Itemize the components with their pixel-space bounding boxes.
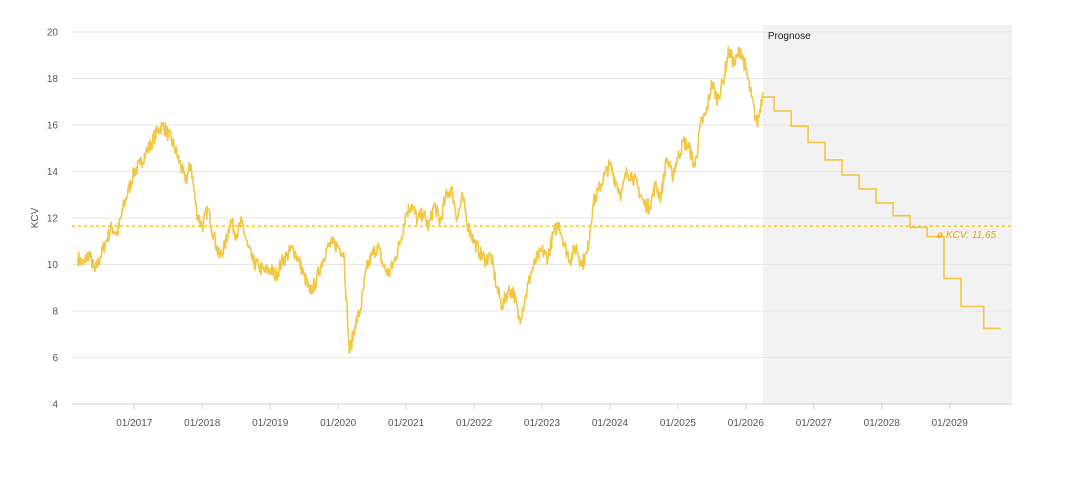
x-tick-label: 01/2029	[932, 418, 969, 429]
x-tick-label: 01/2018	[184, 418, 221, 429]
x-tick-label: 01/2021	[388, 418, 425, 429]
forecast-line	[762, 96, 1001, 330]
forecast-region	[762, 25, 1012, 404]
y-tick-label: 14	[47, 167, 59, 178]
x-tick-label: 01/2026	[728, 418, 765, 429]
y-tick-label: 6	[52, 353, 58, 364]
y-tick-label: 20	[47, 28, 59, 39]
y-axis-title: KCV	[30, 207, 41, 228]
average-label: ø KCV: 11,65	[937, 230, 997, 241]
x-tick-label: 01/2022	[456, 418, 493, 429]
x-tick-label: 01/2027	[796, 418, 833, 429]
y-tick-label: 18	[47, 74, 59, 85]
x-tick-label: 01/2025	[660, 418, 697, 429]
historical-line	[76, 46, 764, 354]
y-tick-label: 12	[47, 214, 59, 225]
forecast-label: Prognose	[768, 31, 811, 42]
x-tick-label: 01/2019	[252, 418, 289, 429]
x-tick-label: 01/2024	[592, 418, 629, 429]
y-tick-label: 16	[47, 121, 59, 132]
x-tick-label: 01/2017	[116, 418, 153, 429]
y-tick-label: 8	[52, 307, 58, 318]
y-tick-label: 4	[52, 400, 58, 411]
x-tick-label: 01/2020	[320, 418, 357, 429]
x-tick-label: 01/2028	[864, 418, 901, 429]
y-tick-label: 10	[47, 260, 59, 271]
x-tick-label: 01/2023	[524, 418, 561, 429]
